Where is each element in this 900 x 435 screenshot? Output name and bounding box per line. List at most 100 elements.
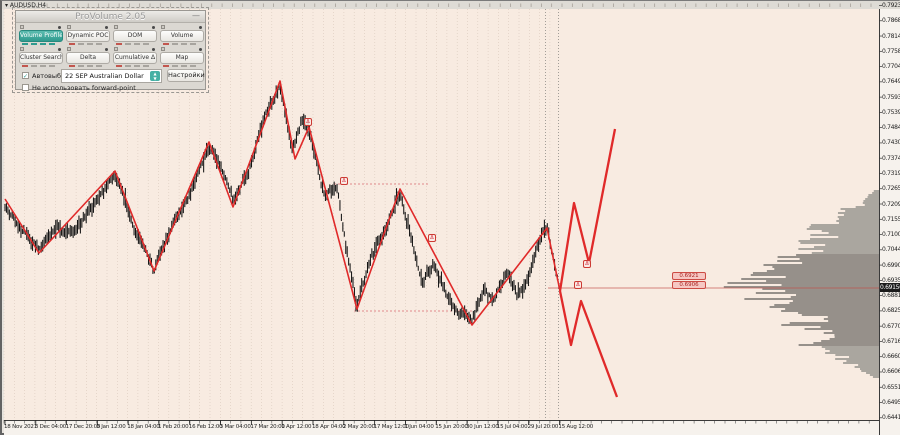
gear-icon xyxy=(199,48,202,51)
date-tick-label: 17 May 12:00 xyxy=(373,424,410,430)
price-tick-label: 0.66605 xyxy=(882,353,900,361)
tool-status-dashes xyxy=(22,65,55,67)
tool-indicator-icon xyxy=(67,25,71,29)
cumulative-delta-button[interactable]: Cumulative Δ xyxy=(113,52,157,64)
tool-dynamic-poc[interactable]: Dynamic POC xyxy=(66,25,110,46)
date-tick-label: 17 Dec 20:00 xyxy=(65,424,101,430)
delta-button[interactable]: Delta xyxy=(66,52,110,64)
date-tick-label: 3 Dec 04:00 xyxy=(34,424,67,430)
dom-button[interactable]: DOM xyxy=(113,30,157,42)
tool-status-dashes xyxy=(22,43,55,45)
tool-volume[interactable]: Volume xyxy=(160,25,204,46)
wave-marker: Δ xyxy=(574,281,582,289)
price-tick-label: 0.75395 xyxy=(882,108,900,116)
gear-icon xyxy=(152,26,155,29)
settings-button[interactable]: Настройки xyxy=(167,69,205,82)
minimize-button[interactable]: — xyxy=(192,11,200,20)
cluster-search-button[interactable]: Cluster Search xyxy=(19,52,63,64)
date-tick-label: 1 Feb 20:00 xyxy=(158,424,189,430)
tool-cumulative-delta[interactable]: Cumulative Δ xyxy=(113,47,157,68)
gear-icon xyxy=(152,48,155,51)
tool-status-dashes xyxy=(116,65,149,67)
price-tick-label: 0.66065 xyxy=(882,368,900,376)
tool-status-dashes xyxy=(69,65,102,67)
tool-indicator-icon xyxy=(20,47,24,51)
date-tick-label: 3 Jan 12:00 xyxy=(96,424,126,430)
tool-delta[interactable]: Delta xyxy=(66,47,110,68)
price-tick-label: 0.64415 xyxy=(882,414,900,422)
price-tick-label: 0.70445 xyxy=(882,246,900,254)
price-tick-label: 0.77585 xyxy=(882,47,900,55)
time-axis[interactable] xyxy=(4,420,879,435)
map-button[interactable]: Map xyxy=(160,52,204,64)
price-tick-label: 0.68255 xyxy=(882,307,900,315)
date-tick-label: 15 Jun 20:00 xyxy=(435,424,468,430)
tool-indicator-icon xyxy=(161,47,165,51)
instrument-value: 22 SEP Australian Dollar xyxy=(65,72,144,80)
date-tick-label: 18 Nov 2021 xyxy=(4,424,38,430)
gear-icon xyxy=(58,26,61,29)
date-tick-label: 30 Jun 12:00 xyxy=(466,424,499,430)
window-top-strip: ▾ AUDUSD,H4 xyxy=(2,1,900,9)
instrument-stepper[interactable]: ▲ ▼ xyxy=(150,71,160,81)
poc-badge-upper: 0.6921 xyxy=(672,272,706,280)
tool-status-dashes xyxy=(163,43,196,45)
forward-point-checkbox[interactable] xyxy=(22,84,29,91)
forward-point-label: Не использовать forward-point xyxy=(32,84,136,92)
date-tick-label: 16 Feb 12:00 xyxy=(188,424,223,430)
tool-cluster-search[interactable]: Cluster Search xyxy=(19,47,63,68)
dynamic-poc-button[interactable]: Dynamic POC xyxy=(66,30,110,42)
price-tick-label: 0.77045 xyxy=(882,63,900,71)
price-tick-label: 0.73745 xyxy=(882,154,900,162)
gear-icon xyxy=(105,48,108,51)
price-tick-label: 0.69905 xyxy=(882,261,900,269)
autoselect-checkbox[interactable]: ✓ xyxy=(22,72,29,80)
date-tick-label: 18 Apr 04:00 xyxy=(312,424,346,430)
tool-dom[interactable]: DOM xyxy=(113,25,157,46)
gear-icon xyxy=(199,26,202,29)
autoselect-label: Автовыбор xyxy=(32,72,70,80)
tool-indicator-icon xyxy=(161,25,165,29)
tool-indicator-icon xyxy=(67,47,71,51)
date-tick-label: 2 May 20:00 xyxy=(342,424,375,430)
date-tick-label: 18 Jan 04:00 xyxy=(127,424,160,430)
tool-indicator-icon xyxy=(114,47,118,51)
tool-status-dashes xyxy=(116,43,149,45)
date-tick-label: 15 Jul 04:00 xyxy=(496,424,528,430)
instrument-dropdown[interactable]: 22 SEP Australian Dollar ▲ ▼ xyxy=(61,69,162,83)
tool-volume-profile[interactable]: Volume Profile xyxy=(19,25,63,46)
volume-profile-button[interactable]: Volume Profile xyxy=(19,30,63,42)
gear-icon xyxy=(105,26,108,29)
price-tick-label: 0.72095 xyxy=(882,200,900,208)
wave-marker: Δ xyxy=(583,260,591,268)
price-tick-label: 0.71555 xyxy=(882,215,900,223)
tool-status-dashes xyxy=(69,43,102,45)
price-tick-label: 0.79235 xyxy=(882,2,900,9)
date-tick-label: 15 Aug 12:00 xyxy=(558,424,594,430)
wave-marker: Δ xyxy=(428,234,436,242)
symbol-timeframe-label: ▾ AUDUSD,H4 xyxy=(5,2,47,9)
price-tick-label: 0.75935 xyxy=(882,93,900,101)
wave-marker: Δ xyxy=(340,177,348,185)
provolume-panel[interactable]: ProVolume 2.05 — Volume Profile Dynamic … xyxy=(12,7,209,93)
price-axis[interactable] xyxy=(879,9,900,435)
tool-indicator-icon xyxy=(20,25,24,29)
tool-map[interactable]: Map xyxy=(160,47,204,68)
volume-button[interactable]: Volume xyxy=(160,30,204,42)
price-tick-label: 0.64955 xyxy=(882,399,900,407)
date-tick-label: 17 Mar 20:00 xyxy=(250,424,285,430)
poc-badge-lower: 0.6906 xyxy=(672,281,706,289)
tool-indicator-icon xyxy=(114,25,118,29)
